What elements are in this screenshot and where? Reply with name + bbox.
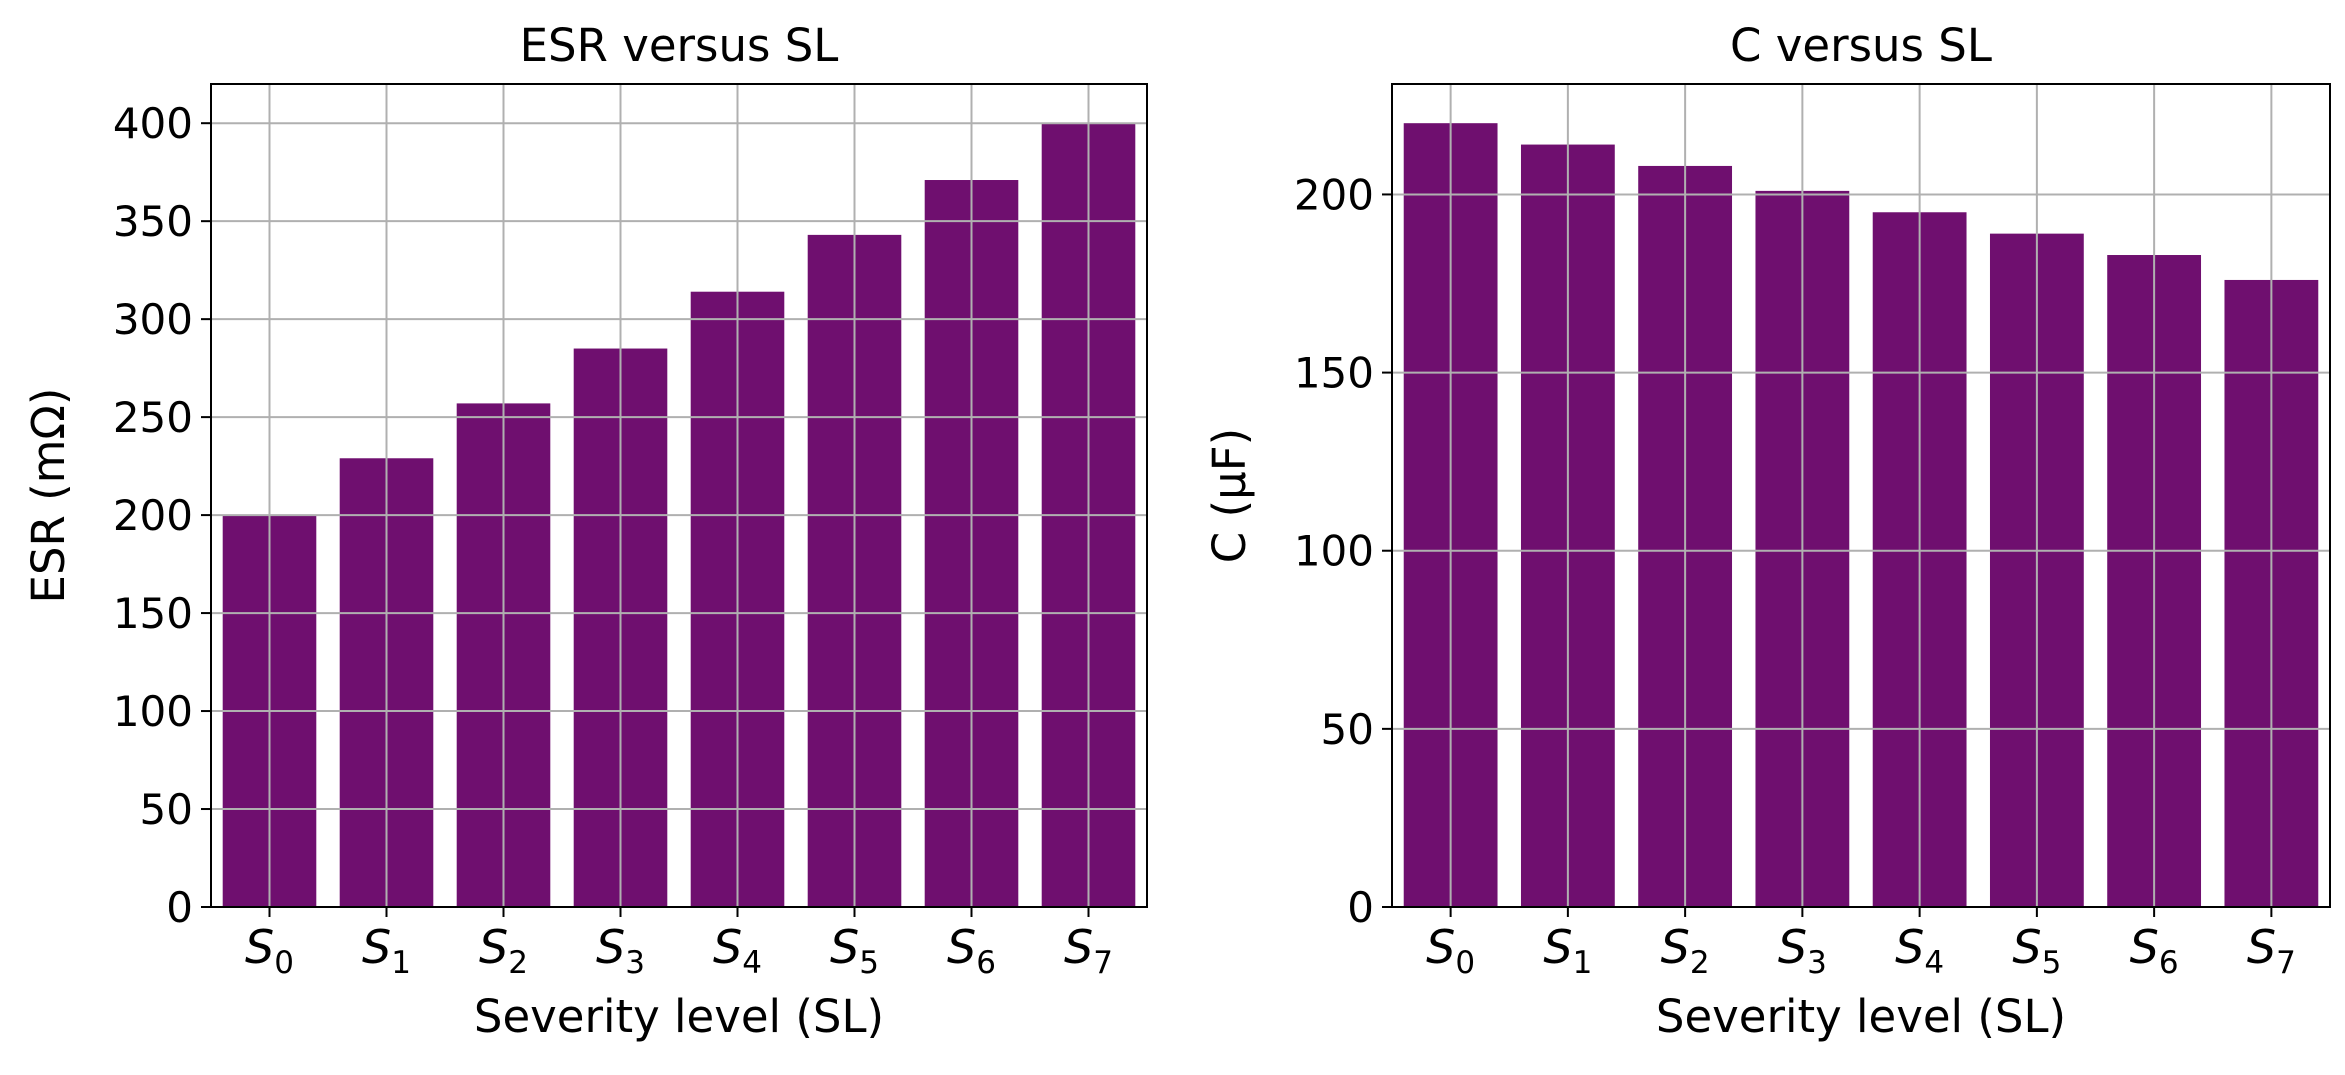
esr-y-tick-label: 0 — [166, 883, 193, 932]
cap-chart: 0 50 100 150 200 S0 S1 S2 S3 S4 S5 S6 S7 C versus SL S… — [1203, 19, 2331, 1043]
cap-y-tick-label: 50 — [1321, 705, 1374, 754]
cap-x-tick-label: S2 — [1661, 920, 1710, 981]
esr-x-tick-label: S7 — [1064, 920, 1113, 981]
cap-x-axis-label: Severity level (SL) — [1656, 990, 2066, 1043]
esr-chart: 0 50 100 150 200 250 300 350 400 S0 S1 S2 S3 S4 S5 S6 S7… — [22, 19, 1148, 1043]
cap-x-tick-label: S1 — [1543, 920, 1592, 981]
esr-x-axis-label: Severity level (SL) — [474, 990, 884, 1043]
esr-y-tick-label: 400 — [113, 99, 193, 148]
esr-y-axis-label: ESR (mΩ) — [22, 388, 75, 604]
cap-x-tick-label: S0 — [1426, 920, 1475, 981]
esr-y-tick-label: 200 — [113, 491, 193, 540]
esr-x-tick-label: S4 — [713, 920, 762, 981]
cap-y-tick-label: 100 — [1294, 527, 1374, 576]
cap-y-tick-label: 0 — [1347, 883, 1374, 932]
esr-y-tick-label: 350 — [113, 197, 193, 246]
cap-plot-frame — [1391, 83, 2331, 908]
cap-y-tick-label: 200 — [1294, 170, 1374, 219]
esr-x-tick-label: S0 — [245, 920, 294, 981]
esr-x-tick-label: S6 — [947, 920, 996, 981]
esr-y-tick-label: 50 — [140, 785, 193, 834]
cap-chart-title: C versus SL — [1730, 19, 1992, 72]
cap-x-tick-label: S4 — [1895, 920, 1944, 981]
esr-y-tick-label: 150 — [113, 589, 193, 638]
esr-plot-frame — [210, 83, 1148, 908]
cap-y-tick-label: 150 — [1294, 349, 1374, 398]
esr-x-tick-label: S2 — [479, 920, 528, 981]
esr-x-tick-label: S5 — [830, 920, 879, 981]
cap-x-tick-label: S3 — [1778, 920, 1827, 981]
esr-x-tick-label: S3 — [596, 920, 645, 981]
esr-chart-title: ESR versus SL — [520, 19, 839, 72]
esr-y-tick-label: 100 — [113, 687, 193, 736]
esr-y-tick-label: 250 — [113, 393, 193, 442]
esr-x-tick-label: S1 — [362, 920, 411, 981]
cap-x-tick-label: S7 — [2247, 920, 2296, 981]
esr-y-tick-label: 300 — [113, 295, 193, 344]
cap-y-axis-label: C (µF) — [1203, 428, 1256, 563]
cap-x-tick-label: S6 — [2130, 920, 2179, 981]
cap-x-tick-label: S5 — [2012, 920, 2061, 981]
